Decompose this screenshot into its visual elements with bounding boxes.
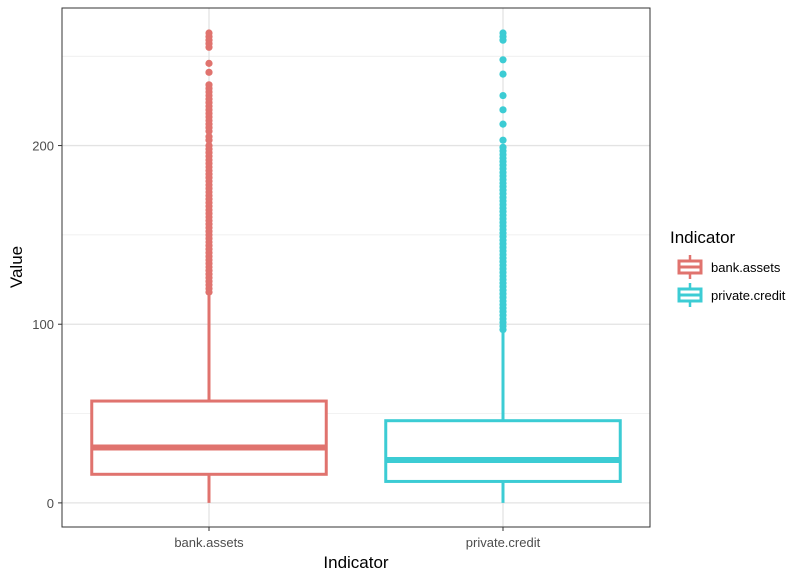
x-axis-title: Indicator: [323, 553, 389, 572]
y-tick-label: 100: [32, 317, 54, 332]
legend-label: bank.assets: [711, 260, 781, 275]
panel-border: [61, 7, 651, 528]
y-axis-title: Value: [7, 246, 26, 288]
outlier-point: [499, 70, 507, 78]
legend-key-private.credit: [677, 283, 703, 307]
y-tick-label: 200: [32, 139, 54, 154]
outlier-point: [205, 141, 213, 150]
y-tick-label: 0: [47, 496, 54, 511]
legend: Indicator bank.assets private.credit: [670, 228, 786, 307]
legend-key-bank.assets: [677, 255, 703, 279]
box-iqr: [384, 419, 622, 483]
outlier-point: [205, 59, 213, 67]
outlier-point: [205, 81, 213, 89]
x-tick-label: private.credit: [466, 535, 541, 550]
outlier-point: [499, 120, 507, 128]
box-iqr: [90, 399, 328, 476]
outlier-point: [499, 143, 507, 151]
outlier-point: [205, 133, 213, 141]
outlier-point: [499, 29, 507, 37]
outlier-point: [499, 56, 507, 64]
box-bank.assets: [90, 29, 328, 503]
outlier-point: [205, 29, 213, 37]
outlier-point: [499, 136, 507, 144]
outlier-point: [205, 68, 213, 76]
box-private.credit: [384, 29, 622, 503]
outlier-point: [499, 91, 507, 100]
legend-title: Indicator: [670, 228, 736, 247]
outlier-point: [499, 106, 507, 114]
x-tick-label: bank.assets: [174, 535, 244, 550]
legend-label: private.credit: [711, 288, 786, 303]
